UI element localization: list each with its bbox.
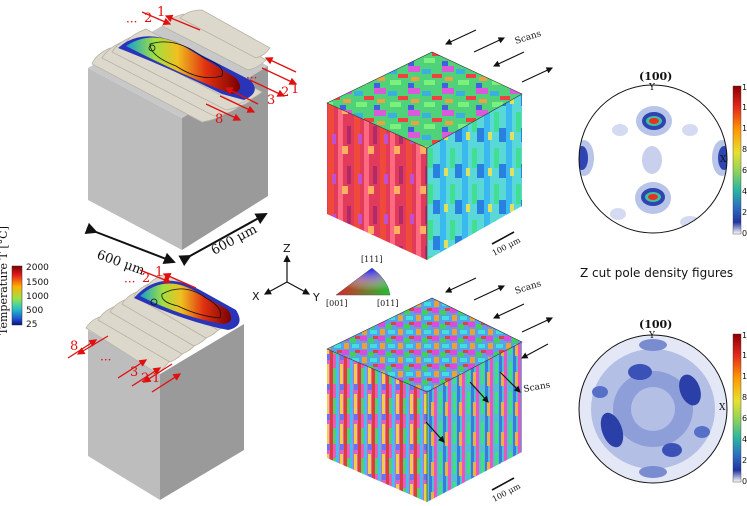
axes-triad <box>263 254 311 295</box>
temp-tick-2000: 2000 <box>26 263 49 273</box>
ellipsis-front-bottom: ··· <box>100 353 111 367</box>
pole-figure-bottom-title: (100) <box>639 318 672 331</box>
scan-num-3-right: 3 <box>267 93 275 108</box>
pole-figure-top-axis-x: X <box>720 155 727 165</box>
temp-tick-1000: 1000 <box>26 292 49 302</box>
axis-y-label: Y <box>312 291 320 304</box>
scale-bar-top <box>491 231 515 245</box>
scan-direction-arrows-bottom <box>425 277 553 443</box>
ipf-label-111: [111] <box>361 255 383 264</box>
pf-top-tick-14: 14 <box>742 83 747 92</box>
axis-x-label: X <box>252 290 260 303</box>
pf-bot-tick-14: 14 <box>742 331 747 340</box>
scan-num-1-front: 1 <box>152 371 160 386</box>
pf-bot-tick-8: 8 <box>742 393 747 402</box>
temp-tick-1500: 1500 <box>26 278 49 288</box>
pf-bot-tick-12: 12 <box>742 351 747 360</box>
pf-top-tick-6: 6 <box>742 166 747 175</box>
pf-bot-tick-6: 6 <box>742 414 747 423</box>
pole-figure-section-label: Z cut pole density figures <box>580 266 733 280</box>
scan-num-2-right: 2 <box>281 85 289 100</box>
pf-top-tick-8: 8 <box>742 145 747 154</box>
scale-bar-label-bottom: 100 μm <box>491 481 523 504</box>
scale-bar-bottom <box>491 477 515 491</box>
scan-num-2-back: 2 <box>144 11 152 26</box>
scans-label-bottom-side: Scans <box>523 380 552 395</box>
ebsd-cube-bottom <box>326 297 523 502</box>
pole-figure-top-title: (100) <box>639 70 672 83</box>
temperature-axis-label: Temperature T [°C] <box>0 226 10 335</box>
scan-direction-arrows-top <box>445 29 553 83</box>
temp-tick-25: 25 <box>26 320 37 330</box>
pf-bot-tick-10: 10 <box>742 372 747 381</box>
pf-top-tick-4: 4 <box>742 187 747 196</box>
pf-top-tick-2: 2 <box>742 208 747 217</box>
pf-bot-tick-0: 0 <box>742 477 747 486</box>
pf-top-tick-0: 0 <box>742 229 747 238</box>
scan-num-1-back-bottom: 1 <box>155 265 163 280</box>
scan-num-1-right: 1 <box>291 82 299 97</box>
pole-figure-top <box>578 84 742 235</box>
pf-top-tick-10: 10 <box>742 124 747 133</box>
scan-num-3-front: 3 <box>130 365 138 380</box>
scan-num-2-back-bottom: 2 <box>142 271 150 286</box>
pf-bot-tick-4: 4 <box>742 435 747 444</box>
melt-pool-block-bottom: 2 1 8 3 2 1 ··· ··· <box>67 265 244 500</box>
temp-tick-500: 500 <box>26 306 43 316</box>
scan-num-1-back: 1 <box>157 5 165 20</box>
axis-z-label: Z <box>283 242 291 255</box>
dimension-label-width: 600 μm <box>95 248 147 279</box>
ellipsis-right: ··· <box>246 71 257 85</box>
pole-figure-top-axis-y: Y <box>648 83 656 93</box>
ipf-color-key: [111] [001] [011] <box>326 255 399 308</box>
pole-figure-bottom-axis-y: Y <box>648 331 656 341</box>
ipf-label-011: [011] <box>377 299 399 308</box>
scale-bar-label-top: 100 μm <box>491 235 523 258</box>
melt-pool-block-top: 2 1 1 2 3 8 ··· ··· <box>88 5 299 250</box>
pole-figure-bottom-axis-x: X <box>719 403 726 413</box>
scan-num-8-front: 8 <box>70 339 78 354</box>
ellipsis-back: ··· <box>126 15 137 29</box>
pole-figure-bottom <box>578 333 742 484</box>
scan-num-8-right: 8 <box>215 112 223 127</box>
ebsd-cube-top <box>326 51 523 260</box>
scan-num-2-front: 2 <box>141 371 149 386</box>
scans-label-top: Scans <box>514 29 543 47</box>
ellipsis-back-bottom: ··· <box>124 275 135 289</box>
scans-label-bottom-top: Scans <box>514 279 543 297</box>
pf-bot-tick-2: 2 <box>742 456 747 465</box>
ipf-label-001: [001] <box>326 299 348 308</box>
pf-top-tick-12: 12 <box>742 103 747 112</box>
temperature-colorbar: 2000 1500 1000 500 25 Temperature T [°C] <box>0 226 49 335</box>
